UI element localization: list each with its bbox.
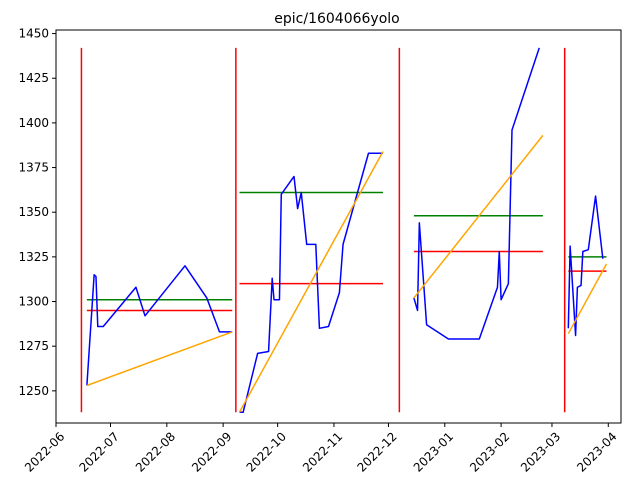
plot-frame: [55, 29, 622, 424]
y-tick-label: 1275: [18, 339, 49, 353]
segment-4-trend-line: [567, 263, 608, 335]
x-tick-label: 2022-07: [76, 429, 121, 474]
y-axis: 1250 1275 1300 1325 1350 1375 1400 1425 1450: [18, 27, 56, 398]
x-tick-label: 2023-01: [411, 429, 456, 474]
x-tick-label: 2023-04: [574, 429, 619, 474]
x-axis: 2022-06 2022-07 2022-08 2022-09 2022-10 2022-…: [22, 423, 620, 475]
x-tick-label: 2022-08: [133, 429, 178, 474]
x-tick-label: 2022-10: [244, 429, 289, 474]
y-tick-label: 1425: [18, 71, 49, 85]
y-tick-label: 1325: [18, 250, 49, 264]
y-tick-label: 1250: [18, 384, 49, 398]
segment-1-trend-line: [86, 331, 233, 387]
y-tick-label: 1300: [18, 295, 49, 309]
x-tick-label: 2022-12: [354, 429, 399, 474]
plot-area: [55, 29, 622, 424]
segment-3-series-line: [413, 47, 540, 340]
x-tick-label: 2022-11: [300, 429, 345, 474]
segment-4-series-line: [567, 195, 604, 337]
y-tick-label: 1450: [18, 27, 49, 41]
x-tick-label: 2023-02: [467, 429, 512, 474]
y-tick-label: 1375: [18, 161, 49, 175]
y-tick-label: 1400: [18, 116, 49, 130]
x-tick-label: 2022-06: [22, 429, 67, 474]
segment-2-trend-line: [238, 151, 384, 413]
x-tick-label: 2023-03: [518, 429, 563, 474]
segment-3-trend-line: [413, 134, 544, 299]
chart-title: epic/1604066yolo: [274, 11, 399, 27]
x-tick-label: 2022-09: [189, 429, 234, 474]
segment-2-series-line: [239, 152, 384, 414]
y-tick-label: 1350: [18, 205, 49, 219]
segment-1-series-line: [86, 265, 233, 386]
